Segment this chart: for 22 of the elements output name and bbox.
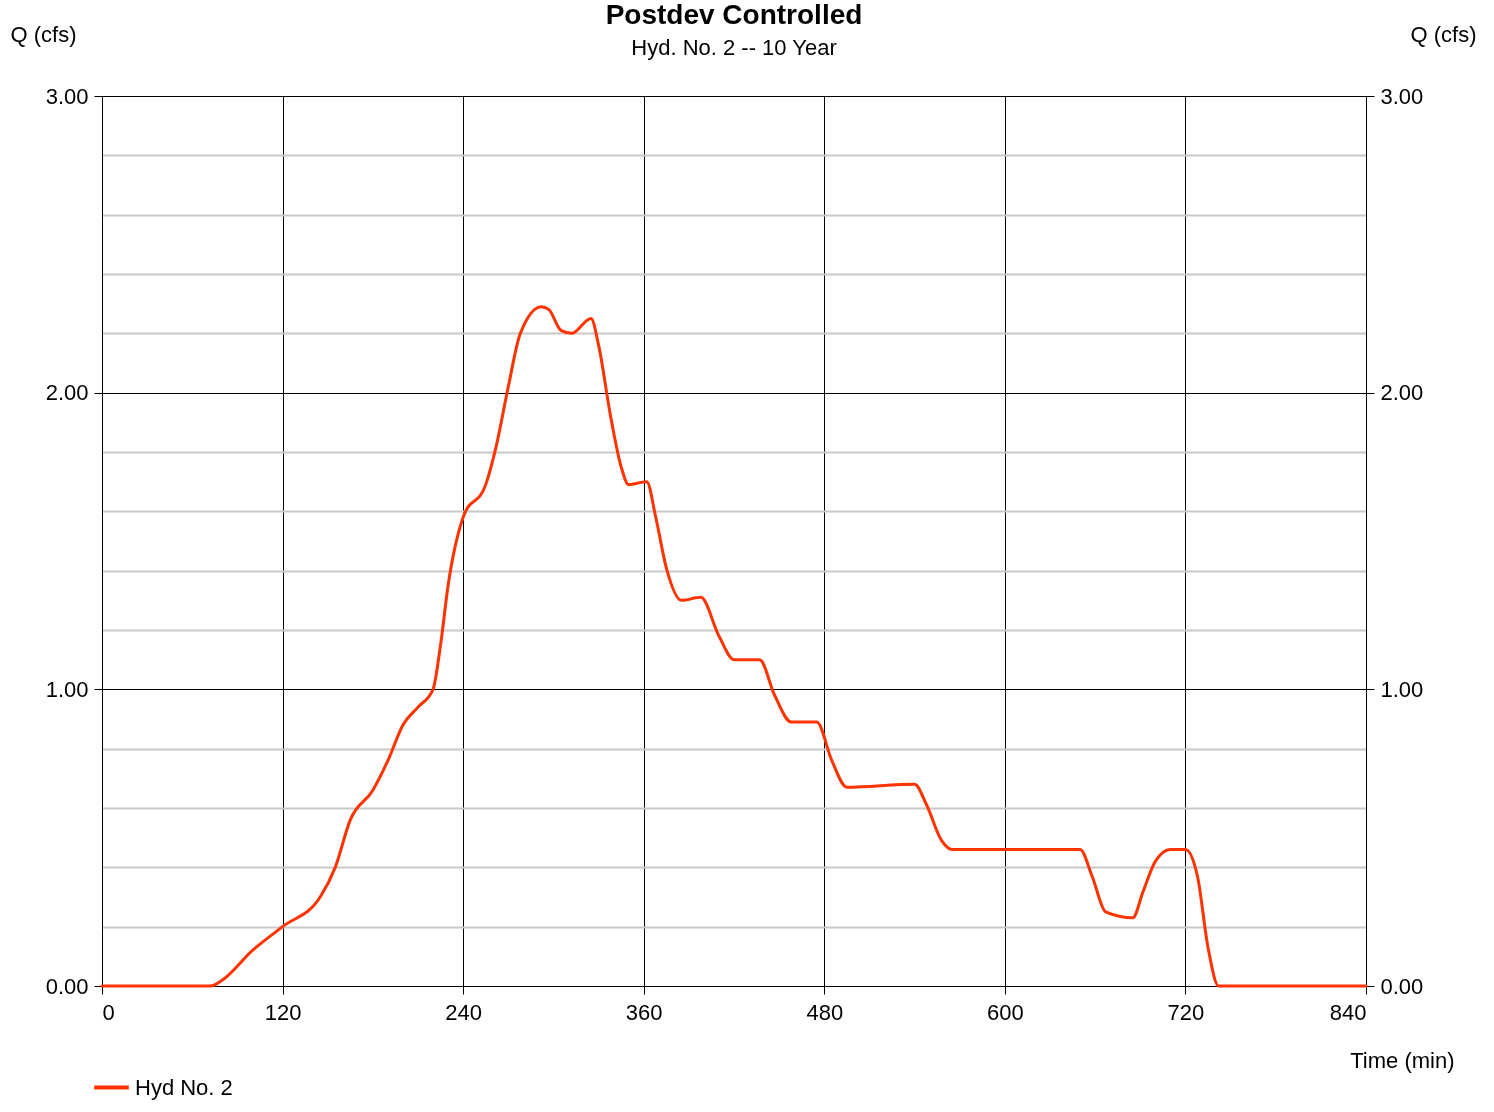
y-tick-label: 0.00 bbox=[45, 973, 89, 999]
y2-tick-label: 2.00 bbox=[1380, 380, 1424, 406]
chart-title: Postdev Controlled bbox=[605, 0, 863, 30]
y-tick-label: 1.00 bbox=[45, 676, 89, 702]
x-axis-title: Time (min) bbox=[1350, 1047, 1455, 1073]
x-tick-label: 720 bbox=[1167, 999, 1205, 1025]
y-tick-label: 2.00 bbox=[45, 380, 89, 406]
y2-tick-label: 1.00 bbox=[1380, 676, 1424, 702]
x-tick-label: 600 bbox=[987, 999, 1024, 1025]
y-tick-label: 3.00 bbox=[45, 83, 89, 109]
legend-label: Hyd No. 2 bbox=[135, 1074, 233, 1100]
y2-tick-label: 0.00 bbox=[1380, 973, 1424, 999]
x-tick-label: 240 bbox=[445, 999, 482, 1025]
y2-tick-label: 3.00 bbox=[1380, 83, 1424, 109]
y-axis-title: Q (cfs) bbox=[10, 21, 77, 47]
x-tick-label: 0 bbox=[102, 999, 115, 1025]
x-tick-label: 360 bbox=[625, 999, 663, 1025]
x-tick-label: 120 bbox=[264, 999, 302, 1025]
chart-subtitle: Hyd. No. 2 -- 10 Year bbox=[631, 35, 837, 60]
x-tick-label: 840 bbox=[1329, 999, 1367, 1025]
x-tick-label: 480 bbox=[806, 999, 844, 1025]
y2-axis-title: Q (cfs) bbox=[1410, 21, 1477, 47]
